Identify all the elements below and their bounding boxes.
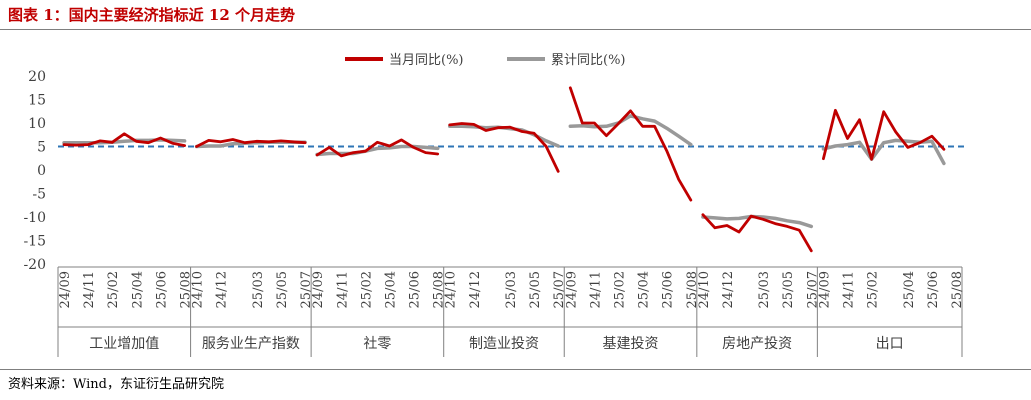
y-tick-label: -10 xyxy=(23,210,46,226)
x-tick-label: 25/08 xyxy=(179,271,194,308)
x-tick-label: 24/09 xyxy=(311,271,326,308)
x-tick-label: 25/02 xyxy=(106,271,121,308)
chart-area: 当月同比(%) 累计同比(%) 20 15 10 5 0 -5 -10 -15 -20 24/09… xyxy=(23,53,965,357)
x-tick-label: 24/11 xyxy=(335,271,350,308)
y-tick-label: -5 xyxy=(32,187,46,203)
x-tick-label: 24/09 xyxy=(817,271,832,308)
x-tick-label: 25/04 xyxy=(637,271,652,308)
series-layer xyxy=(62,86,946,253)
series-line-cumulative xyxy=(568,114,693,147)
x-tick-label: 25/05 xyxy=(781,271,796,308)
legend-label-cumulative: 累计同比(%) xyxy=(551,53,626,68)
x-axis: 24/09 24/11 25/02 25/04 25/06 25/08 工业增加值 24/10… xyxy=(57,266,965,357)
x-tick-label: 24/10 xyxy=(697,271,712,308)
x-tick-label: 25/04 xyxy=(902,271,917,308)
x-tick-label: 25/02 xyxy=(359,271,374,308)
x-tick-label: 24/10 xyxy=(444,271,459,308)
group-label: 服务业生产指数 xyxy=(202,336,300,352)
x-tick-label: 25/06 xyxy=(926,271,941,308)
y-tick-label: 15 xyxy=(28,93,46,109)
footer-divider xyxy=(0,369,1031,370)
y-tick-label: -15 xyxy=(23,234,46,250)
x-tick-label: 25/06 xyxy=(154,271,169,308)
x-tick-label: 25/08 xyxy=(685,271,700,308)
x-tick-label: 24/12 xyxy=(468,271,483,308)
y-tick-label: 0 xyxy=(37,163,46,179)
group-label: 社零 xyxy=(363,336,391,352)
x-tick-label: 24/11 xyxy=(588,271,603,308)
source-note: 资料来源：Wind，东证衍生品研究院 xyxy=(8,377,224,392)
x-tick-label: 25/08 xyxy=(432,271,447,308)
series-line-cumulative xyxy=(821,138,946,166)
x-tick-label: 24/11 xyxy=(841,271,856,308)
x-tick-label: 24/10 xyxy=(191,271,206,308)
legend-label-monthly: 当月同比(%) xyxy=(389,53,464,68)
x-tick-label: 25/05 xyxy=(528,271,543,308)
x-tick-label: 25/03 xyxy=(757,271,772,308)
x-tick-label: 25/07 xyxy=(299,271,314,308)
y-tick-label: 20 xyxy=(28,69,46,85)
group-label: 制造业投资 xyxy=(469,336,539,352)
x-tick-label: 25/03 xyxy=(251,271,266,308)
x-tick-label: 25/07 xyxy=(805,271,820,308)
x-tick-label: 25/02 xyxy=(866,271,881,308)
x-tick-label: 25/06 xyxy=(408,271,423,308)
series-line-monthly xyxy=(568,86,693,202)
x-tick-label: 25/06 xyxy=(661,271,676,308)
x-tick-label: 25/04 xyxy=(130,271,145,308)
x-tick-label: 25/05 xyxy=(275,271,290,308)
group-label: 房地产投资 xyxy=(722,336,792,352)
x-tick-label: 25/02 xyxy=(612,271,627,308)
y-tick-label: 10 xyxy=(28,116,46,132)
y-axis: 20 15 10 5 0 -5 -10 -15 -20 xyxy=(23,69,46,273)
series-line-monthly xyxy=(822,108,946,161)
series-line-monthly xyxy=(195,138,307,148)
x-tick-label: 25/03 xyxy=(504,271,519,308)
x-tick-label: 24/11 xyxy=(82,271,97,308)
x-tick-label: 24/09 xyxy=(58,271,73,308)
group-label: 基建投资 xyxy=(603,335,659,352)
x-tick-label: 25/07 xyxy=(552,271,567,308)
y-tick-label: -20 xyxy=(23,257,46,273)
group-label: 工业增加值 xyxy=(89,336,159,352)
group-label: 出口 xyxy=(876,336,904,352)
series-line-monthly xyxy=(62,132,187,147)
series-line-monthly xyxy=(315,138,440,158)
x-tick-label: 24/12 xyxy=(721,271,736,308)
series-line-monthly xyxy=(701,213,813,253)
title-divider xyxy=(0,29,1031,30)
figure-title: 图表 1：国内主要经济指标近 12 个月走势 xyxy=(8,6,295,24)
y-tick-label: 5 xyxy=(37,140,46,156)
x-tick-label: 24/12 xyxy=(215,271,230,308)
legend: 当月同比(%) 累计同比(%) xyxy=(345,53,626,68)
x-tick-label: 24/09 xyxy=(564,271,579,308)
x-tick-label: 25/08 xyxy=(950,271,965,308)
x-tick-label: 25/04 xyxy=(383,271,398,308)
series-line-monthly xyxy=(448,122,560,173)
